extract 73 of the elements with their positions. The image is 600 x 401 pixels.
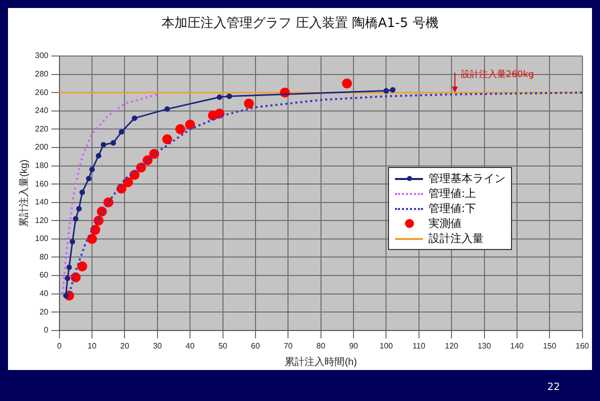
chart-title: 本加圧注入管理グラフ 圧入装置 陶橋A1-5 号機 bbox=[160, 15, 440, 32]
point bbox=[216, 94, 222, 100]
x-tick-label: 30 bbox=[152, 341, 162, 350]
x-tick-label: 120 bbox=[444, 341, 459, 350]
point bbox=[164, 106, 170, 112]
x-tick-label: 130 bbox=[478, 341, 492, 350]
y-tick-label: 300 bbox=[34, 51, 49, 60]
point bbox=[63, 292, 69, 298]
point bbox=[226, 93, 232, 99]
y-axis-title: 累計注入量(kg) bbox=[18, 160, 30, 227]
point bbox=[86, 176, 92, 182]
legend-label: 実測値 bbox=[428, 216, 462, 232]
point bbox=[79, 190, 85, 196]
point bbox=[390, 87, 396, 93]
point bbox=[162, 134, 172, 144]
y-tick-label: 40 bbox=[39, 289, 49, 298]
x-tick-label: 0 bbox=[57, 341, 62, 350]
legend-label: 管理値:下 bbox=[428, 201, 476, 216]
point bbox=[72, 216, 78, 222]
point bbox=[87, 234, 98, 244]
point bbox=[342, 78, 352, 88]
y-tick-label: 0 bbox=[44, 326, 49, 335]
y-tick-label: 160 bbox=[34, 179, 49, 188]
x-tick-label: 10 bbox=[88, 341, 98, 350]
y-tick-label: 240 bbox=[34, 106, 49, 116]
point bbox=[149, 148, 160, 159]
y-tick-label: 120 bbox=[34, 216, 49, 225]
point bbox=[96, 152, 102, 158]
point bbox=[132, 115, 138, 121]
legend-label: 管理値:上 bbox=[428, 186, 476, 202]
point bbox=[77, 261, 88, 272]
x-axis-title: 累計注入時間(h) bbox=[284, 356, 357, 368]
legend-label: 設計注入量 bbox=[428, 231, 484, 246]
x-tick-label: 20 bbox=[120, 341, 130, 350]
y-tick-label: 180 bbox=[34, 160, 49, 170]
x-tick-label: 160 bbox=[576, 341, 590, 350]
y-tick-label: 280 bbox=[34, 69, 49, 78]
point bbox=[175, 124, 186, 134]
x-tick-label: 60 bbox=[251, 341, 260, 350]
point bbox=[110, 140, 116, 146]
y-tick-label: 260 bbox=[34, 88, 49, 97]
y-tick-label: 100 bbox=[34, 234, 49, 244]
point bbox=[122, 177, 133, 188]
point bbox=[76, 206, 82, 212]
x-tick-label: 150 bbox=[542, 341, 557, 350]
legend-label: 管理基本ライン bbox=[428, 171, 506, 186]
x-tick-label: 100 bbox=[380, 341, 394, 350]
point bbox=[185, 120, 196, 130]
x-tick-label: 80 bbox=[316, 341, 326, 350]
text: 22 bbox=[547, 382, 560, 393]
x-tick-label: 90 bbox=[349, 341, 359, 350]
y-tick-label: 60 bbox=[39, 270, 49, 280]
point bbox=[89, 166, 95, 172]
point bbox=[66, 264, 72, 270]
point bbox=[90, 224, 100, 235]
point bbox=[214, 108, 225, 119]
point bbox=[100, 142, 106, 148]
x-tick-label: 140 bbox=[510, 341, 524, 350]
point bbox=[383, 88, 389, 94]
point bbox=[244, 98, 254, 109]
point bbox=[118, 129, 124, 135]
y-tick-label: 80 bbox=[39, 252, 49, 262]
point bbox=[70, 238, 76, 244]
x-tick-label: 70 bbox=[284, 341, 294, 350]
x-tick-label: 40 bbox=[186, 341, 196, 350]
y-tick-label: 20 bbox=[39, 307, 49, 316]
x-tick-label: 50 bbox=[218, 341, 228, 350]
point bbox=[64, 276, 70, 282]
y-tick-label: 140 bbox=[34, 198, 49, 207]
y-tick-label: 220 bbox=[34, 124, 49, 134]
y-tick-label: 200 bbox=[34, 142, 49, 152]
x-tick-label: 110 bbox=[412, 341, 426, 350]
annotation: 設計注入量260kg bbox=[460, 68, 534, 80]
